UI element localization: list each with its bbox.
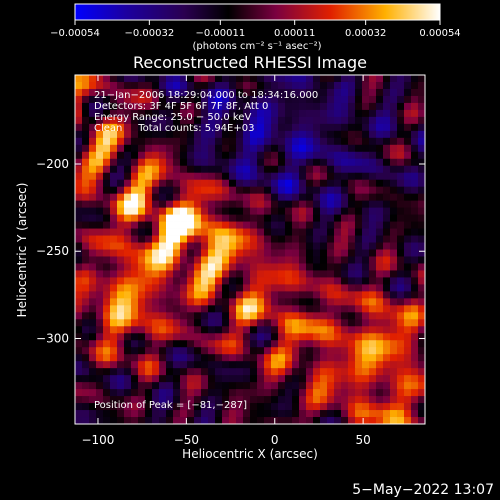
- colorbar-tick-label: −0.00011: [195, 28, 245, 39]
- y-tick-label: −200: [36, 157, 69, 171]
- colorbar-tick-label: 0.00054: [419, 28, 460, 39]
- colorbar-tick-label: 0.00011: [274, 28, 315, 39]
- y-axis: −200 −250 −300: [36, 157, 425, 345]
- annotation-energy-range: Energy Range: 25.0 − 50.0 keV: [94, 112, 251, 123]
- annotation-time-range: 21−Jan−2006 18:29:04.000 to 18:34:16.000: [94, 90, 318, 101]
- y-axis-label: Heliocentric Y (arcsec): [15, 183, 29, 318]
- colorbar-ticks: −0.00054 −0.00032 −0.00011 0.00011 0.00032 0.…: [50, 20, 461, 39]
- y-tick-label: −300: [36, 331, 69, 345]
- x-tick-label: −100: [81, 433, 114, 447]
- annotation-clean-counts: Clean Total counts: 5.94E+03: [94, 123, 254, 134]
- chart-title: Reconstructed RHESSI Image: [133, 53, 367, 72]
- colorbar-tick-label: 0.00032: [345, 28, 386, 39]
- x-tick-label: 50: [355, 433, 370, 447]
- colorbar-unit-label: (photons cm⁻² s⁻¹ asec⁻²): [192, 41, 321, 52]
- colorbar: [74, 3, 441, 21]
- colorbar-tick-label: −0.00032: [124, 28, 174, 39]
- annotation-detectors: Detectors: 3F 4F 5F 6F 7F 8F, Att 0: [94, 101, 268, 112]
- peak-position-label: Position of Peak = [−81,−287]: [94, 400, 247, 411]
- x-tick-label: 0: [271, 433, 279, 447]
- colorbar-tick-label: −0.00054: [50, 28, 100, 39]
- annotation-block: 21−Jan−2006 18:29:04.000 to 18:34:16.000…: [94, 90, 318, 134]
- y-tick-label: −250: [36, 244, 69, 258]
- heatmap-cells: [75, 75, 425, 424]
- x-axis-label: Heliocentric X (arcsec): [182, 447, 318, 461]
- x-axis: −100 −50 0 50: [81, 75, 371, 447]
- plot-frame: [74, 74, 426, 425]
- x-tick-label: −50: [174, 433, 199, 447]
- footer-date: 5−May−2022 13:07: [352, 482, 494, 498]
